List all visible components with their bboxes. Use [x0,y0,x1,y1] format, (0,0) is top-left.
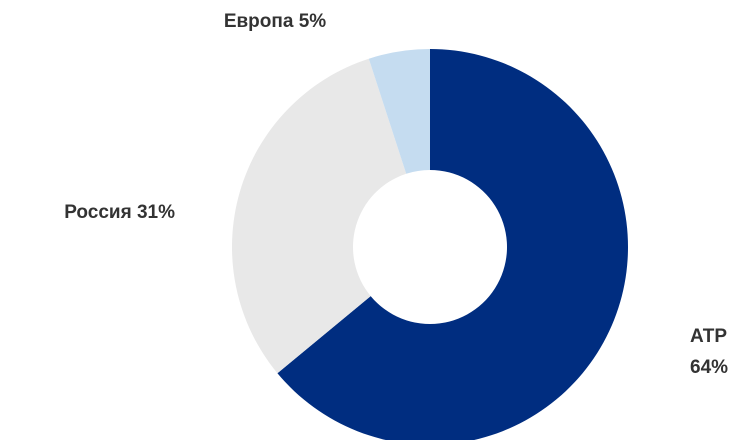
slice [368,49,430,174]
slice-value-label: 31% [137,202,175,223]
slice-label: АТР [690,326,727,347]
slice-label-group: Европа 5% [224,11,326,32]
slice [231,58,407,374]
slice [277,49,628,440]
slice-value-label: 64% [690,357,728,378]
slice-label: Россия [64,202,131,223]
slice-value-label: 5% [299,11,327,32]
slice-label-group: Россия 31% [64,202,175,223]
slice-label: Европа [224,11,294,32]
